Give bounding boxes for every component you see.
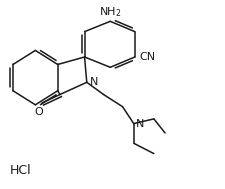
Text: CN: CN — [139, 52, 155, 62]
Text: N: N — [90, 77, 98, 87]
Text: N: N — [136, 119, 144, 129]
Text: HCl: HCl — [10, 164, 31, 177]
Text: NH$_2$: NH$_2$ — [99, 5, 122, 19]
Text: O: O — [34, 107, 43, 117]
